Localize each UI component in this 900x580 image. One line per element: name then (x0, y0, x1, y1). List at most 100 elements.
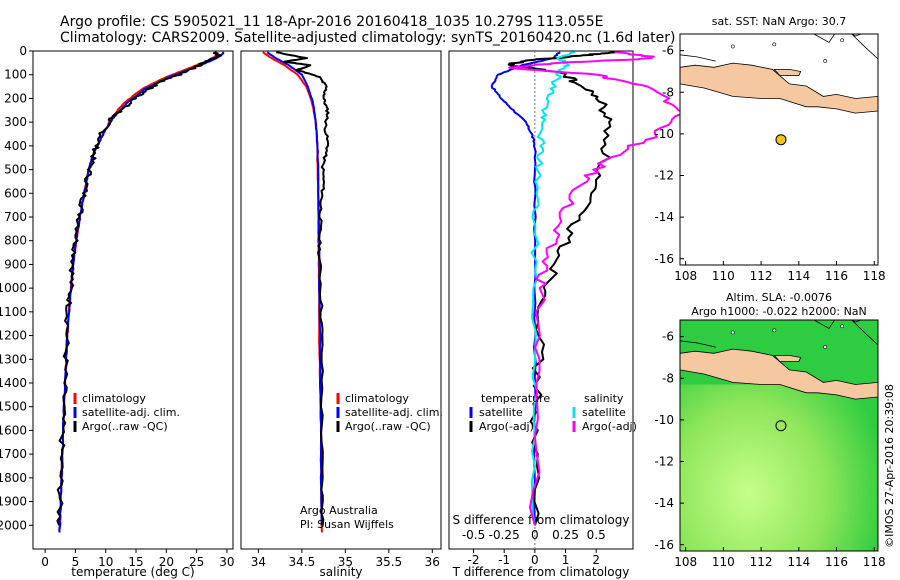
depth-tick-label: 1400 (0, 376, 27, 390)
map-area (680, 34, 878, 265)
temperature-diff-legend-label: Argo(-adj) (479, 420, 534, 433)
map-frame (679, 33, 879, 266)
sst-map-title: sat. SST: NaN Argo: 30.7 (712, 15, 846, 28)
temperature-series-line (56, 51, 223, 526)
temperature-diff-tick-label: 0 (531, 553, 539, 567)
salinity-diff-tick-label: -0.25 (489, 528, 520, 542)
madura-island (773, 69, 802, 76)
small-island (772, 328, 777, 333)
temperature-diff-tick-label: 1 (562, 553, 570, 567)
depth-tick-label: 200 (4, 91, 27, 105)
salinity-tick-label: 36 (425, 555, 440, 569)
depth-tick-label: 100 (4, 68, 27, 82)
depth-tick-label: 700 (4, 210, 27, 224)
depth-tick-label: 300 (4, 115, 27, 129)
temperature-tick-label: 5 (72, 555, 80, 569)
longitude-tick-label: 110 (712, 269, 735, 283)
coastline-segment (680, 54, 716, 62)
difference-series-line (530, 51, 576, 526)
small-island (730, 44, 735, 49)
salinity-legend-label: satellite-adj. clim. (345, 406, 443, 419)
longitude-tick-label: 108 (674, 555, 697, 569)
depth-tick-label: 1000 (0, 281, 27, 295)
salinity-diff-tick-label: 0.5 (587, 528, 606, 542)
salinity-tick-label: 34 (251, 555, 266, 569)
small-island (840, 38, 845, 43)
latitude-tick-label: -8 (662, 85, 674, 99)
temperature-diff-axis-label: T difference from climatology (452, 565, 630, 579)
salinity-tick-label: 35.5 (375, 555, 402, 569)
depth-tick-label: 1100 (0, 305, 27, 319)
temperature-tick-label: 25 (189, 555, 204, 569)
latitude-tick-label: -16 (654, 538, 674, 552)
temperature-axis-label: temperature (deg C) (71, 565, 194, 579)
temperature-tick-label: 20 (159, 555, 174, 569)
latitude-tick-label: -10 (654, 127, 674, 141)
difference-panel: -2 -1 0 1 2-0.5 -0.25 0 0.25 0.5S difference fro… (448, 50, 685, 579)
map-area (680, 320, 878, 551)
header-line-2: Climatology: CARS2009. Satellite-adjuste… (60, 30, 676, 46)
temperature-legend-label: climatology (82, 392, 146, 405)
header-line-1: Argo profile: CS 5905021_11 18-Apr-2016 … (60, 14, 604, 30)
salinity-diff-tick-label: 0.25 (552, 528, 579, 542)
temperature-panel: 0 100 200 300 400 500 600 700 800 900 1000 1100 1200… (0, 44, 235, 579)
salinity-diff-legend-label: satellite (582, 406, 626, 419)
depth-tick-label: 600 (4, 186, 27, 200)
longitude-tick-label: 116 (825, 555, 848, 569)
depth-tick-label: 1600 (0, 423, 27, 437)
latitude-tick-label: -14 (654, 496, 674, 510)
small-island (823, 345, 828, 349)
argo-position-marker (775, 134, 787, 146)
temperature-tick-label: 15 (128, 555, 143, 569)
depth-tick-label: 1500 (0, 400, 27, 414)
small-island (823, 59, 828, 63)
salinity-annotation: Argo Australia (300, 504, 378, 517)
sla-map-title-2: Argo h1000: -0.022 h2000: NaN (691, 305, 867, 318)
coastline-segment (680, 340, 716, 348)
salinity-legend-label: climatology (345, 392, 409, 405)
java-landmass (680, 348, 878, 400)
longitude-tick-label: 118 (863, 555, 886, 569)
depth-tick-label: 1200 (0, 329, 27, 343)
longitude-tick-label: 114 (787, 555, 810, 569)
sla-map-panel: 108 110 112 114 116 118 -6 -8 -10 -12 -14 -16 (654, 319, 886, 569)
sla-map-title-1: Altim. SLA: -0.0076 (726, 291, 832, 304)
depth-tick-label: 800 (4, 234, 27, 248)
salinity-axis-label: salinity (319, 565, 362, 579)
salinity-plot-frame (240, 50, 442, 550)
temperature-diff-legend-label: satellite (479, 406, 523, 419)
latitude-tick-label: -8 (662, 371, 674, 385)
salinity-diff-axis-label: S difference from climatology (453, 513, 630, 527)
longitude-tick-label: 110 (712, 555, 735, 569)
coastline-segment (851, 34, 878, 60)
temperature-tick-label: 10 (98, 555, 113, 569)
depth-tick-label: 1900 (0, 495, 27, 509)
depth-tick-label: 900 (4, 257, 27, 271)
temperature-tick-label: 0 (41, 555, 49, 569)
salinity-panel: 34 34.5 35 35.5 36 salinity climatologysatelli… (240, 50, 443, 579)
salinity-diff-legend-label: Argo(-adj) (582, 420, 637, 433)
borneo-coast (813, 320, 863, 329)
temperature-legend-label: Argo(..raw -QC) (82, 420, 168, 433)
depth-tick-label: 500 (4, 163, 27, 177)
small-island (730, 330, 735, 335)
longitude-tick-label: 112 (750, 555, 773, 569)
latitude-tick-label: -12 (654, 455, 674, 469)
small-island (840, 324, 845, 329)
salinity-tick-label: 34.5 (289, 555, 316, 569)
temperature-diff-legend-label: temperature (481, 392, 550, 405)
latitude-tick-label: -14 (654, 210, 674, 224)
longitude-tick-label: 116 (825, 269, 848, 283)
difference-series-line (508, 51, 685, 526)
depth-tick-label: 2000 (0, 518, 27, 532)
small-island (772, 42, 777, 47)
coastline-segment (851, 320, 878, 346)
temperature-diff-tick-label: -1 (498, 553, 510, 567)
longitude-tick-label: 108 (674, 269, 697, 283)
salinity-diff-tick-label: -0.5 (462, 528, 485, 542)
salinity-series-line (276, 51, 330, 526)
latitude-tick-label: -16 (654, 252, 674, 266)
imos-credit: ©IMOS 27-Apr-2016 20:39:08 (883, 384, 896, 548)
depth-tick-label: 400 (4, 139, 27, 153)
